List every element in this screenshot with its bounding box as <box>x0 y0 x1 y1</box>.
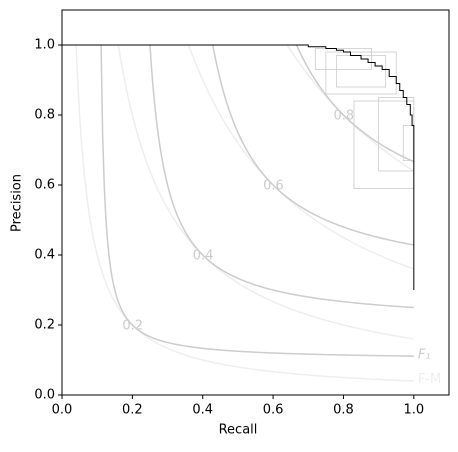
f1-legend-label: F₁ <box>418 347 431 362</box>
box <box>314 48 372 70</box>
fm-legend-label: F-M <box>418 372 441 387</box>
f1-level-label: 0.2 <box>122 319 143 334</box>
f1-curve <box>295 44 415 163</box>
box <box>325 51 397 95</box>
box <box>336 55 387 88</box>
f1-curve <box>149 44 414 309</box>
f1-level-label: 0.4 <box>193 249 214 264</box>
y-axis-label: Precision <box>10 174 25 232</box>
y-tick-label: 0.0 <box>34 388 55 403</box>
fm-curve <box>187 44 415 270</box>
f1-curve <box>212 44 414 246</box>
y-tick-label: 1.0 <box>34 38 55 53</box>
x-tick-label: 0.0 <box>52 403 73 418</box>
fm-curve <box>117 44 414 340</box>
y-tick-label: 0.4 <box>34 248 55 263</box>
pr-curve <box>62 44 415 290</box>
y-tick-label: 0.6 <box>34 178 55 193</box>
x-tick-label: 0.8 <box>333 403 354 418</box>
y-tick-label: 0.8 <box>34 108 55 123</box>
box <box>353 100 415 189</box>
x-axis-label: Recall <box>219 423 258 438</box>
box <box>402 125 415 161</box>
y-tick-label: 0.2 <box>34 318 55 333</box>
plot-frame <box>61 9 450 396</box>
f1-curve <box>100 44 414 357</box>
f1-level-label: 0.8 <box>333 109 354 124</box>
x-tick-label: 1.0 <box>403 403 424 418</box>
x-tick-label: 0.2 <box>122 403 143 418</box>
f1-level-label: 0.6 <box>263 179 284 194</box>
x-tick-label: 0.4 <box>192 403 213 418</box>
x-tick-label: 0.6 <box>263 403 284 418</box>
